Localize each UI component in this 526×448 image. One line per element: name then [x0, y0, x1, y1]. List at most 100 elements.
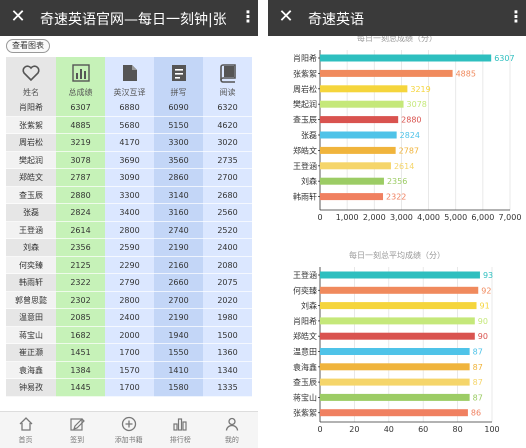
column-header-total[interactable]: 总成绩	[56, 57, 105, 99]
table-row[interactable]: 张紫絮 4885 5680 5150 4620	[6, 116, 252, 134]
column-label: 拼写	[170, 88, 187, 97]
more-options-icon[interactable]: ⋮	[240, 7, 256, 26]
bar	[320, 317, 475, 325]
cell-spell: 2660	[154, 274, 203, 292]
data-label: 91	[480, 302, 490, 311]
table-row[interactable]: 周岩松 3219 4170 3300 3020	[6, 134, 252, 152]
category-label: 蒋宝山	[293, 392, 317, 402]
table-row[interactable]: 肖阳希 6307 6880 6090 6320	[6, 99, 252, 117]
cell-spell: 6090	[154, 99, 203, 117]
cell-trans: 1700	[105, 344, 154, 362]
category-label: 查玉辰	[293, 115, 317, 125]
cell-total: 2614	[56, 221, 105, 239]
bar	[320, 348, 470, 355]
table-row[interactable]: 何奕臻 2125 2290 2160 2080	[6, 256, 252, 274]
data-label: 6307	[494, 54, 514, 63]
view-chart-button[interactable]: 查看图表	[6, 39, 50, 53]
cell-trans: 2800	[105, 221, 154, 239]
data-label: 3219	[410, 85, 430, 94]
cell-trans: 1700	[105, 379, 154, 397]
table-row[interactable]: 郑皓文 2787 3090 2860 2700	[6, 169, 252, 187]
cell-spell: 3560	[154, 151, 203, 169]
data-label: 2322	[386, 193, 406, 202]
column-header-spell[interactable]: 拼写	[154, 57, 203, 99]
cell-spell: 5150	[154, 116, 203, 134]
nav-item-ranking[interactable]: 排行榜	[155, 412, 206, 448]
cell-read: 2735	[203, 151, 252, 169]
ranking-table-screen: ✕ 奇速英语官网—每日一刻钟|张... ⋮ 查看图表 姓名 总成绩 英汉互译 拼写 阅读…	[0, 0, 258, 448]
heart-icon	[21, 63, 41, 83]
cell-trans: 2290	[105, 256, 154, 274]
category-label: 王登涵	[293, 161, 317, 171]
cell-total: 4885	[56, 116, 105, 134]
close-icon[interactable]: ✕	[10, 6, 26, 27]
nav-item-user[interactable]: 我的	[206, 412, 257, 448]
table-row[interactable]: 蒋宝山 1682 2000 1940 1500	[6, 326, 252, 344]
nav-label: 我的	[224, 436, 239, 444]
chart-screen: ✕ 奇速英语 ⋮ 每日一刻总成绩（分） 0 1,000 2,000 3,000 4,000…	[268, 0, 526, 448]
cell-spell: 2190	[154, 239, 203, 257]
column-header-trans[interactable]: 英汉互译	[105, 57, 154, 99]
table-row[interactable]: 郭曾思懿 2302 2800 2700 2020	[6, 291, 252, 309]
nav-label: 添加书籍	[114, 436, 143, 444]
nav-item-home[interactable]: 首页	[0, 412, 51, 448]
cell-trans: 4170	[105, 134, 154, 152]
x-tick-label: 7,000	[499, 213, 522, 222]
column-header-read[interactable]: 阅读	[203, 57, 252, 99]
close-icon[interactable]: ✕	[278, 6, 294, 27]
edit-icon	[69, 416, 85, 432]
table-row[interactable]: 刘森 2356 2590 2190 2400	[6, 239, 252, 257]
cell-spell: 3160	[154, 204, 203, 222]
more-options-icon[interactable]: ⋮	[508, 7, 524, 26]
add-circle-icon	[121, 416, 137, 432]
category-label: 张紫絮	[293, 408, 317, 418]
table-header: 姓名 总成绩 英汉互译 拼写 阅读	[6, 57, 252, 99]
table-row[interactable]: 崔正灏 1451 1700 1550 1360	[6, 344, 252, 362]
bar	[320, 193, 384, 201]
data-label: 92	[481, 286, 491, 295]
cell-name: 张紫絮	[6, 116, 56, 134]
table-row[interactable]: 温意田 2085 2400 2190 1980	[6, 309, 252, 327]
document-icon	[120, 63, 140, 83]
nav-label: 首页	[18, 436, 33, 444]
bar	[320, 393, 470, 401]
bar	[320, 100, 404, 108]
x-tick-label: 40	[384, 425, 394, 434]
nav-label: 签到	[70, 436, 85, 444]
cell-name: 张磊	[6, 204, 56, 222]
data-label: 2614	[394, 162, 414, 171]
nav-item-add-circle[interactable]: 添加书籍	[103, 412, 154, 448]
bottom-nav: 首页 签到 添加书籍 排行榜 我的	[0, 411, 258, 448]
x-tick-label: 0	[317, 425, 322, 434]
cell-spell: 2160	[154, 256, 203, 274]
column-header-name[interactable]: 姓名	[6, 57, 56, 99]
cell-name: 郑皓文	[6, 169, 56, 187]
table-row[interactable]: 查玉辰 2880 3300 3140 2680	[6, 186, 252, 204]
table-row[interactable]: 樊起润 3078 3690 3560 2735	[6, 151, 252, 169]
ranking-icon	[172, 416, 188, 432]
table-row[interactable]: 袁海鑫 1384 1570 1410 1340	[6, 361, 252, 379]
bar	[320, 54, 492, 62]
table-row[interactable]: 韩雨轩 2322 2790 2660 2075	[6, 274, 252, 292]
bar	[320, 271, 480, 279]
spell-icon	[169, 63, 189, 83]
bar-chart-2: 每日一刻总平均成绩（分） 0 20 40 60 80 100 王登涵 93 何奕臻 92 刘森 91 肖阳…	[293, 250, 500, 434]
data-label: 2787	[399, 146, 419, 155]
category-label: 周岩松	[293, 84, 317, 94]
nav-item-edit[interactable]: 签到	[52, 412, 103, 448]
column-label: 总成绩	[68, 88, 93, 97]
data-label: 90	[478, 317, 488, 326]
cell-read: 2680	[203, 186, 252, 204]
x-tick-label: 0	[317, 213, 322, 222]
table-row[interactable]: 钟易孜 1445 1700 1580 1335	[6, 379, 252, 397]
x-tick-label: 6,000	[471, 213, 494, 222]
category-label: 韩雨轩	[293, 192, 317, 202]
category-label: 王登涵	[293, 270, 317, 280]
cell-trans: 2590	[105, 239, 154, 257]
cell-read: 2020	[203, 291, 252, 309]
user-icon	[224, 416, 240, 432]
table-row[interactable]: 张磊 2824 3400 3160 2560	[6, 204, 252, 222]
bar	[320, 177, 384, 185]
table-row[interactable]: 王登涵 2614 2800 2740 2520	[6, 221, 252, 239]
cell-spell: 3140	[154, 186, 203, 204]
